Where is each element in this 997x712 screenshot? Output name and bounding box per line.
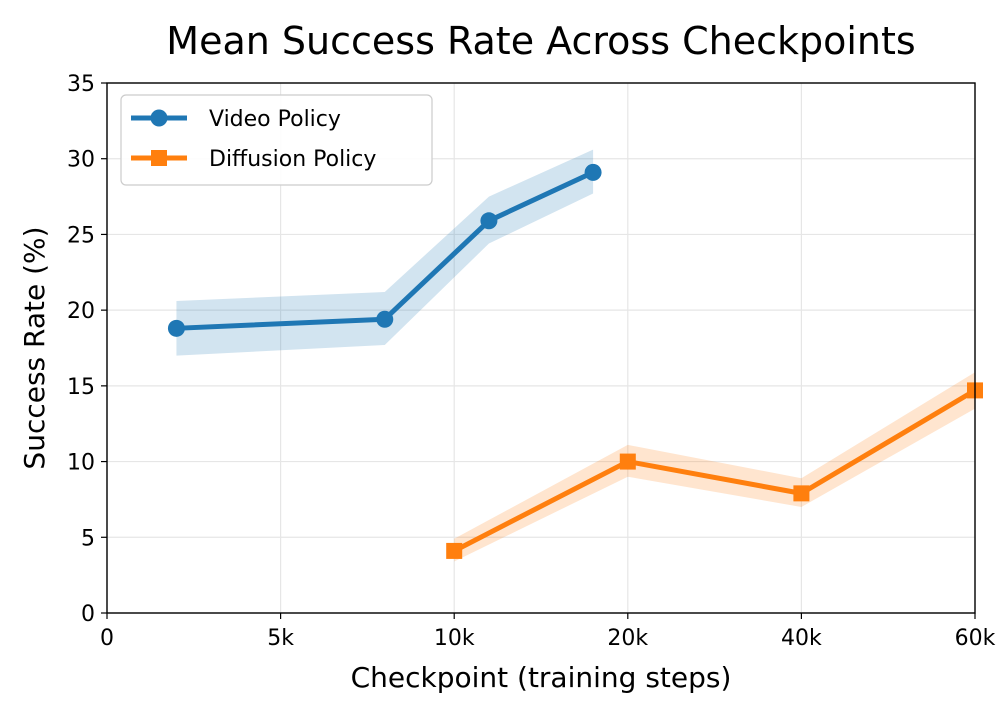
diffusion-policy-legend-marker: [151, 150, 167, 166]
y-axis-label: Success Rate (%): [18, 226, 51, 469]
chart-title: Mean Success Rate Across Checkpoints: [166, 19, 915, 63]
x-tick-label: 0: [100, 626, 114, 651]
legend-box: [120, 94, 433, 186]
video-policy-point: [376, 310, 394, 328]
plot-frame: [106, 82, 976, 614]
legend: Video Policy Diffusion Policy: [120, 94, 433, 186]
y-tick-label: 5: [81, 526, 95, 551]
video-policy-line: [173, 169, 596, 331]
x-tick-label: 10k: [434, 626, 475, 651]
x-axis-ticks: 0 5k 10k 20k 40k 60k: [100, 613, 996, 651]
video-policy-legend-marker: [150, 109, 168, 127]
video-policy-band: [176, 149, 594, 356]
x-tick-label: 40k: [781, 626, 822, 651]
confidence-bands: [176, 149, 975, 562]
y-tick-label: 25: [67, 223, 95, 248]
series-lines: [173, 169, 978, 554]
diffusion-policy-band: [454, 372, 975, 562]
video-policy-point: [480, 212, 498, 230]
y-tick-label: 0: [81, 602, 95, 627]
x-tick-label: 20k: [607, 626, 648, 651]
y-tick-label: 35: [67, 72, 95, 97]
y-tick-label: 20: [67, 299, 95, 324]
video-policy-legend-label: Video Policy: [209, 107, 341, 132]
diffusion-policy-line: [451, 387, 978, 554]
x-tick-label: 60k: [955, 626, 996, 651]
y-tick-label: 10: [67, 451, 95, 476]
diffusion-policy-point: [619, 453, 636, 470]
y-axis-ticks: 0 5 10 15 20 25 30 35: [67, 72, 107, 627]
diffusion-policy-legend-label: Diffusion Policy: [209, 147, 376, 172]
diffusion-policy-point: [446, 542, 463, 559]
series-markers: [167, 163, 983, 559]
x-axis-label: Checkpoint (training steps): [351, 661, 732, 694]
video-policy-point: [584, 163, 602, 181]
y-tick-label: 15: [67, 375, 95, 400]
video-policy-point: [167, 319, 185, 337]
y-tick-label: 30: [67, 148, 95, 173]
diffusion-policy-point: [793, 485, 810, 502]
x-tick-label: 5k: [267, 626, 294, 651]
